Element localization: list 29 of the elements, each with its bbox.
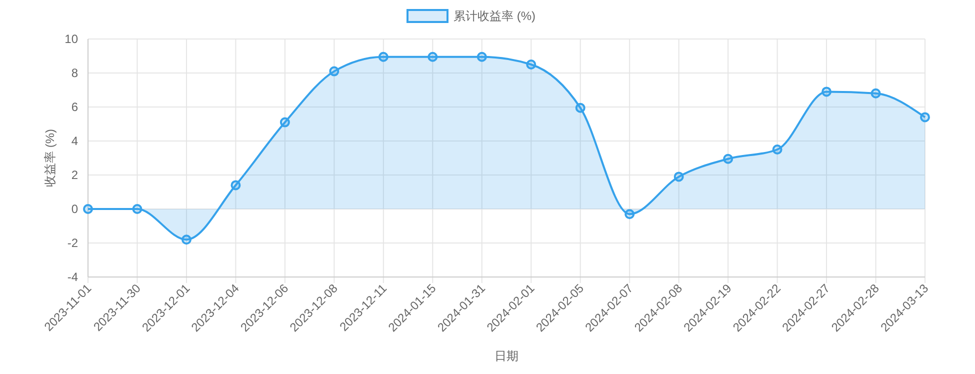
point — [132, 204, 142, 214]
point — [822, 86, 832, 97]
point — [378, 52, 388, 62]
point — [772, 144, 782, 154]
point — [624, 209, 635, 220]
y-tick-label: 0 — [71, 202, 78, 216]
point — [723, 154, 734, 164]
y-tick-label: 4 — [71, 134, 78, 148]
y-tick-label: 6 — [71, 100, 78, 114]
y-tick-label: -2 — [67, 236, 78, 250]
point — [526, 60, 536, 70]
point — [329, 66, 340, 76]
point — [674, 172, 684, 182]
point — [230, 180, 241, 190]
y-axis-title: 收益率 (%) — [43, 129, 57, 187]
point — [428, 52, 438, 62]
y-tick-label: 10 — [64, 32, 78, 46]
point — [920, 112, 930, 122]
y-tick-label: 2 — [71, 168, 78, 182]
point — [181, 234, 192, 245]
legend-label: 累计收益率 (%) — [454, 9, 536, 24]
point — [83, 204, 93, 214]
point — [476, 52, 487, 62]
y-tick-label: 8 — [71, 66, 78, 80]
y-tick-label: -4 — [67, 270, 78, 284]
point — [280, 117, 290, 128]
x-axis-title: 日期 — [494, 349, 518, 363]
point — [575, 102, 586, 113]
point — [870, 88, 881, 98]
